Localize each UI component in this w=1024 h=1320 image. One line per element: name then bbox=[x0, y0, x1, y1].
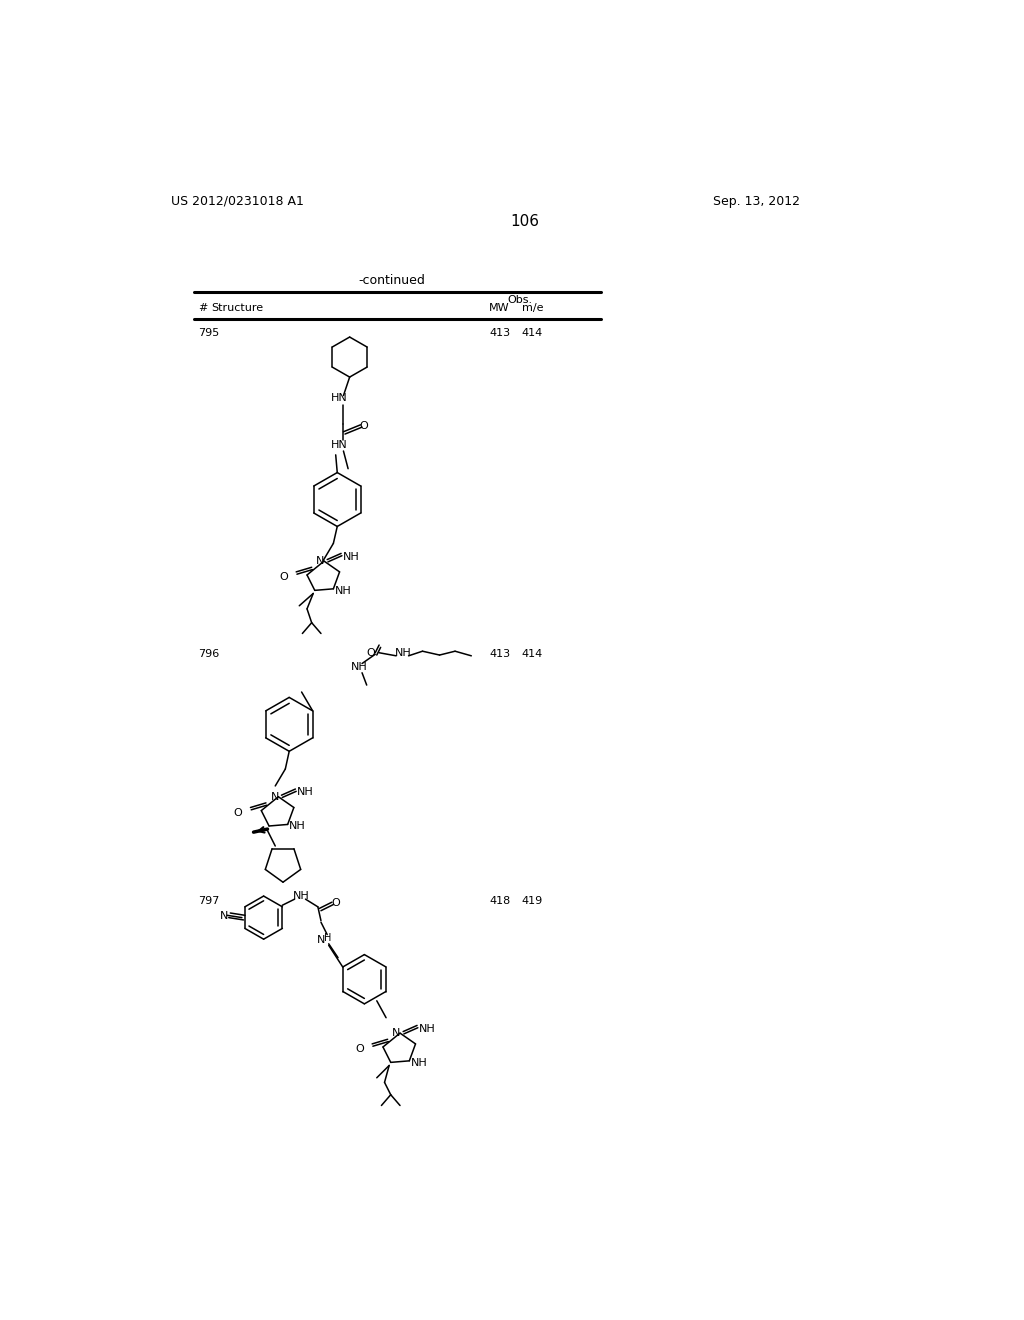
Text: NH: NH bbox=[411, 1057, 428, 1068]
Text: 414: 414 bbox=[521, 649, 543, 659]
Text: 795: 795 bbox=[198, 327, 219, 338]
Text: 413: 413 bbox=[489, 649, 510, 659]
Text: HN: HN bbox=[331, 393, 348, 403]
Text: 106: 106 bbox=[510, 214, 540, 228]
Text: m/e: m/e bbox=[521, 304, 543, 313]
Text: NH: NH bbox=[297, 788, 313, 797]
Text: US 2012/0231018 A1: US 2012/0231018 A1 bbox=[171, 194, 303, 207]
Text: O: O bbox=[366, 648, 375, 659]
Text: #: # bbox=[198, 304, 207, 313]
Text: NH: NH bbox=[335, 586, 351, 595]
Text: O: O bbox=[332, 898, 341, 908]
Text: N: N bbox=[270, 792, 279, 803]
Text: NH: NH bbox=[395, 648, 412, 659]
Text: 414: 414 bbox=[521, 327, 543, 338]
Text: NH: NH bbox=[419, 1024, 435, 1034]
Text: N: N bbox=[220, 911, 228, 921]
Text: -continued: -continued bbox=[358, 275, 425, 286]
Text: Structure: Structure bbox=[212, 304, 264, 313]
Text: Obs.: Obs. bbox=[508, 296, 532, 305]
Text: H: H bbox=[324, 933, 332, 942]
Text: O: O bbox=[355, 1044, 364, 1053]
Text: O: O bbox=[233, 808, 242, 817]
Text: NH: NH bbox=[343, 552, 359, 562]
Text: 418: 418 bbox=[489, 896, 510, 906]
Text: NH: NH bbox=[351, 663, 368, 672]
Text: N: N bbox=[317, 935, 326, 945]
Text: N: N bbox=[392, 1028, 400, 1039]
Text: N: N bbox=[316, 557, 325, 566]
Text: MW: MW bbox=[489, 304, 510, 313]
Text: 413: 413 bbox=[489, 327, 510, 338]
Text: O: O bbox=[280, 572, 288, 582]
Text: NH: NH bbox=[293, 891, 310, 902]
Text: 419: 419 bbox=[521, 896, 543, 906]
Text: Sep. 13, 2012: Sep. 13, 2012 bbox=[713, 194, 800, 207]
Text: 796: 796 bbox=[198, 649, 219, 659]
Text: HN: HN bbox=[331, 441, 348, 450]
Text: O: O bbox=[359, 421, 369, 430]
Text: 797: 797 bbox=[198, 896, 219, 906]
Text: NH: NH bbox=[289, 821, 306, 832]
